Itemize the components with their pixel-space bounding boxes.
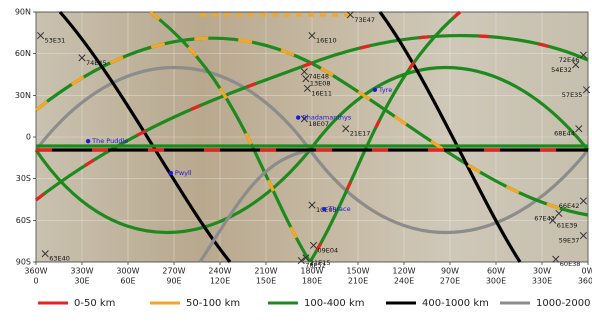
- x-tick-label: 360W: [24, 267, 47, 276]
- x-tick-label: 150W: [346, 267, 369, 276]
- x-tick-label: 30W: [533, 267, 551, 276]
- map-figure: 53E3174E4563E4072E4654E3273E4716E1074E48…: [0, 0, 592, 324]
- encounter-label: 61E39: [557, 221, 578, 229]
- encounter-label: 72E46: [559, 56, 580, 64]
- x-tick-label-east: 120E: [210, 277, 230, 286]
- x-tick-label: 180W: [300, 267, 323, 276]
- encounter-label: 74E45: [86, 59, 107, 67]
- place-label: Tyre: [378, 86, 392, 94]
- x-tick-label-east: 30E: [74, 277, 89, 286]
- x-tick-label-east: 210E: [348, 277, 368, 286]
- place-label: Pwyll: [175, 169, 192, 177]
- y-tick-label: 60N: [15, 49, 31, 58]
- y-tick-label: 90S: [16, 258, 31, 267]
- x-tick-label: 330W: [70, 267, 93, 276]
- y-tick-label: 30S: [16, 174, 31, 183]
- x-tick-label: 240W: [208, 267, 231, 276]
- encounter-label: 59E37: [559, 237, 580, 245]
- x-tick-label: 0W: [582, 267, 592, 276]
- x-tick-label-east: 300E: [486, 277, 506, 286]
- encounter-label: 66E42: [559, 202, 580, 210]
- y-tick-label: 60S: [16, 216, 31, 225]
- legend: 0-50 km 50-100 km 100-400 km 400-1000 km 100…: [38, 298, 592, 309]
- x-tick-label-east: 360E: [578, 277, 592, 286]
- x-tick-label: 270W: [162, 267, 185, 276]
- encounter-label: 09E04: [318, 246, 339, 254]
- x-tick-label: 120W: [392, 267, 415, 276]
- encounter-label: 57E35: [562, 91, 583, 99]
- place-label: Rhadamanthys: [302, 114, 352, 122]
- x-tick-label-east: 180E: [302, 277, 322, 286]
- x-tick-label-east: 240E: [394, 277, 414, 286]
- place-label: Thrace: [327, 205, 350, 213]
- encounter-label: 13E08: [310, 80, 331, 88]
- place-marker: [373, 88, 377, 92]
- x-tick-label: 60W: [487, 267, 505, 276]
- encounter-label: 16E11: [311, 89, 332, 97]
- y-tick-label: 30N: [15, 91, 31, 100]
- x-tick-label-east: 90E: [166, 277, 181, 286]
- x-tick-label: 90W: [441, 267, 459, 276]
- x-tick-label-east: 270E: [440, 277, 460, 286]
- place-marker: [296, 115, 300, 119]
- x-tick-label-east: 60E: [120, 277, 135, 286]
- encounter-label: 21E17: [350, 130, 371, 138]
- encounter-label: 16E10: [316, 37, 337, 45]
- encounter-label: 68E44: [554, 130, 575, 138]
- place-label: The Puddle: [91, 137, 128, 145]
- encounter-label: 63E40: [49, 255, 70, 263]
- y-tick-label: 90N: [15, 8, 31, 17]
- x-tick-label-east: 0: [33, 277, 38, 286]
- encounter-label: 53E31: [45, 37, 66, 45]
- legend-label: 0-50 km: [74, 298, 115, 309]
- place-marker: [169, 171, 173, 175]
- legend-label: 400-1000 km: [422, 298, 489, 309]
- legend-label: 50-100 km: [186, 298, 240, 309]
- x-tick-label-east: 330E: [532, 277, 552, 286]
- place-marker: [322, 207, 326, 211]
- encounter-label: 73E47: [354, 16, 375, 24]
- place-marker: [86, 139, 90, 143]
- x-tick-label-east: 150E: [256, 277, 276, 286]
- legend-label: 100-400 km: [304, 298, 365, 309]
- y-tick-label: 0: [26, 133, 31, 142]
- encounter-label: 54E32: [551, 66, 572, 74]
- x-tick-label: 300W: [116, 267, 139, 276]
- x-tick-label: 210W: [254, 267, 277, 276]
- legend-label: 1000-2000 km: [536, 298, 592, 309]
- encounter-label: 60E38: [560, 260, 581, 268]
